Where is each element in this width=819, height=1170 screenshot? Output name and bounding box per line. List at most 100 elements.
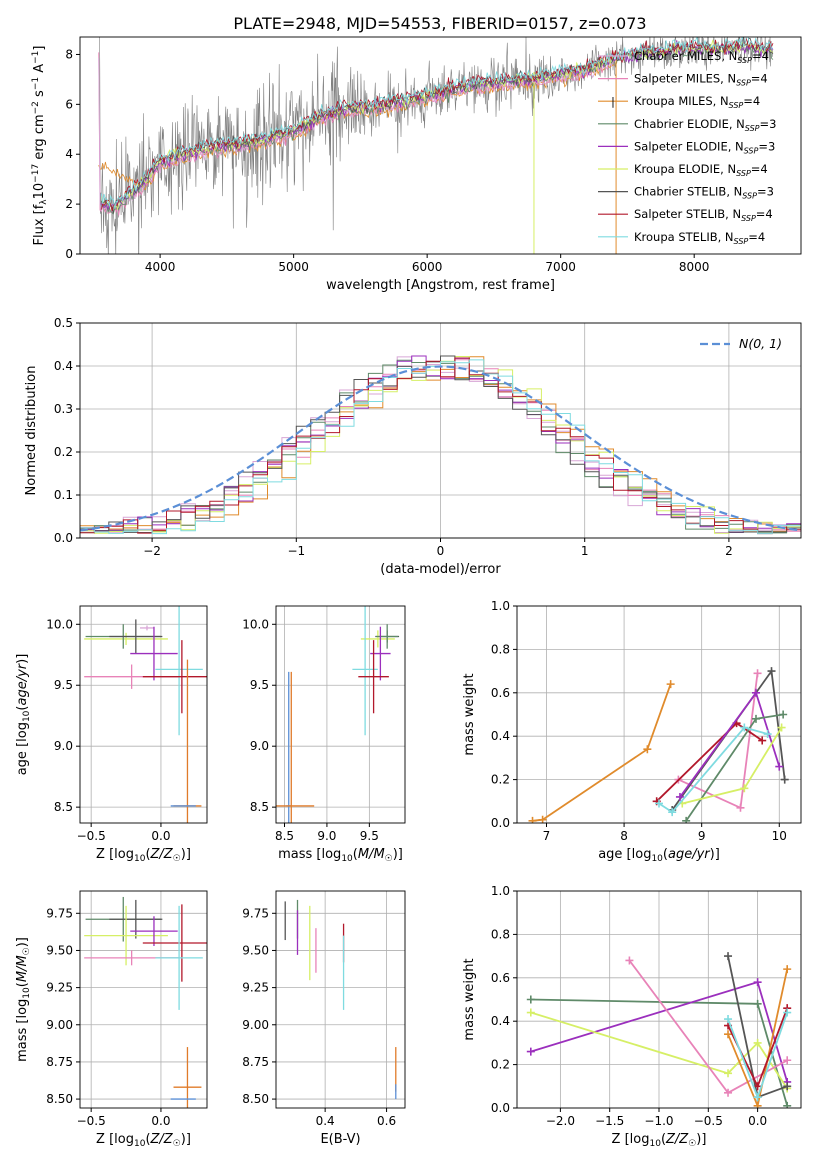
error-bar-point: [173, 1047, 202, 1108]
y-tick-label: 8.50: [242, 1092, 269, 1106]
model-spectrum-line: [101, 37, 774, 212]
x-axis-label-part: Z [log: [612, 1132, 650, 1147]
weight-marker: [724, 1069, 733, 1078]
y-axis-label: age [log10(age/yr)]: [15, 654, 32, 776]
legend-label-tail: =4: [756, 207, 773, 221]
legend-label-main: Salpeter STELIB, N: [634, 207, 741, 221]
legend-label-main: Kroupa STELIB, N: [634, 230, 734, 244]
y-axis-label: mass [log10(M/M☉)]: [15, 937, 32, 1062]
weight-marker: [666, 680, 675, 689]
weight-marker: [675, 792, 684, 801]
ticks: 4000 5000 6000 7000 8000 0 2 4 6 8: [65, 47, 709, 274]
legend-label: Kroupa MILES, NSSP=4: [634, 94, 760, 110]
grid: [276, 606, 405, 823]
x-tick-label: 0: [437, 544, 445, 558]
y-axis-label-part: M/M: [15, 955, 30, 982]
y-tick-label: 9.0: [250, 739, 269, 753]
x-axis-label-part: )]: [181, 847, 191, 862]
y-tick-label: 10.0: [242, 617, 269, 631]
y-tick-label: 0.8: [491, 642, 510, 656]
model-spectrum-line: [101, 37, 774, 214]
y-axis-label: Flux [fλ10−17 erg cm−2 s−1 A−1]: [31, 46, 49, 246]
axes-frame: [275, 890, 406, 1109]
y-axis-label: Normed distribution: [24, 366, 39, 496]
y-tick-label: 0.6: [491, 971, 510, 985]
x-tick-label: 8000: [679, 260, 710, 274]
y-tick-label: 9.75: [46, 906, 73, 920]
x-tick-label: 7: [543, 829, 551, 843]
weight-marker: [682, 816, 691, 823]
x-tick-label: 8.5: [275, 829, 294, 843]
ticks: −0.5 0.0 8.5 9.0 9.5 10.0: [46, 617, 170, 843]
x-axis-label-part: )]: [393, 847, 403, 862]
y-axis-label-part: )]: [15, 654, 30, 664]
x-axis-label: Z [log10(Z/Z☉)]: [96, 1132, 191, 1149]
x-axis-label: E(B-V): [320, 1132, 360, 1147]
legend-label-tail: =4: [748, 230, 765, 244]
x-tick-label: −1.5: [595, 1114, 624, 1128]
weight-series-line: [671, 668, 786, 811]
x-axis-label-part: (: [663, 847, 668, 862]
weight-marker: [753, 978, 762, 987]
y-tick-label: 9.25: [46, 981, 73, 995]
y-tick-label: 0.5: [54, 316, 73, 330]
y-tick-label: 8.5: [250, 800, 269, 814]
residual-legend: N(0, 1): [700, 336, 782, 351]
legend-label: Kroupa ELODIE, NSSP=4: [634, 162, 768, 178]
error-bar-point: [358, 640, 389, 714]
x-axis-label: mass [log10(M/M☉)]: [278, 847, 403, 864]
legend-label-tail: =3: [758, 139, 775, 153]
y-tick-label: 9.50: [242, 943, 269, 957]
legend-label-main: Chabrier STELIB, N: [634, 185, 742, 199]
legend-label-sub: SSP: [737, 56, 752, 65]
y-axis-label-part: −1: [31, 77, 41, 90]
weight-marker: [783, 965, 792, 974]
weight-marker: [526, 1047, 535, 1056]
weight-marker: [783, 1008, 792, 1017]
y-axis-label-part: −1: [31, 51, 41, 64]
y-axis-label: mass weight: [462, 673, 477, 755]
legend-label-tail: =3: [757, 185, 774, 199]
weight-marker: [775, 762, 784, 771]
x-tick-label: 9.0: [317, 829, 336, 843]
weight-marker: [753, 999, 762, 1008]
x-axis-label-part: ☉: [173, 1139, 181, 1149]
x-tick-label: −1.0: [644, 1114, 673, 1128]
y-axis-label-part: Flux [f: [32, 204, 47, 245]
weight-marker: [724, 1088, 733, 1097]
x-axis-label-part: 10: [341, 854, 353, 864]
spectrum-lines: [98, 37, 774, 254]
legend-label-sub: SSP: [742, 192, 757, 201]
error-bar-point: [142, 640, 207, 714]
weight-marker: [668, 808, 677, 817]
y-axis-label-part: (: [15, 982, 30, 987]
y-tick-label: 0.4: [54, 359, 73, 373]
ticks: 0.4 0.6 8.50 8.75 9.00 9.25 9.50 9.75: [242, 906, 396, 1128]
grid: [276, 891, 405, 1108]
legend-label: Salpeter STELIB, NSSP=4: [634, 207, 773, 223]
axes-frame: [79, 890, 208, 1109]
ticks: −0.5 0.0 8.50 8.75 9.00 9.25 9.50 9.75: [46, 906, 170, 1128]
error-bars: [84, 896, 207, 1108]
legend-label-main: Kroupa ELODIE, N: [634, 162, 736, 176]
x-axis-label-part: (: [353, 847, 358, 862]
x-tick-label: 10: [772, 829, 787, 843]
weight-marker: [763, 730, 772, 739]
weight-marker: [783, 1101, 792, 1108]
x-axis-label-part: Z/Z: [665, 1132, 689, 1147]
x-tick-label: 8: [620, 829, 628, 843]
legend-label-tail: =3: [760, 117, 777, 131]
y-axis-label-part: A: [32, 64, 47, 77]
legend-label-sub: SSP: [745, 124, 760, 133]
x-axis-label-part: )]: [710, 847, 720, 862]
y-axis-label-part: age [log: [15, 722, 30, 775]
error-bar-point: [84, 632, 168, 646]
weight-marker: [783, 1056, 792, 1065]
x-axis-label-part: age [log: [598, 847, 651, 862]
model-spectrum-line: [98, 52, 616, 216]
x-tick-label: 5000: [278, 260, 309, 274]
error-bar-point: [140, 625, 154, 631]
y-tick-label: 9.75: [242, 906, 269, 920]
x-axis-label-part: Z/Z: [150, 1132, 174, 1147]
